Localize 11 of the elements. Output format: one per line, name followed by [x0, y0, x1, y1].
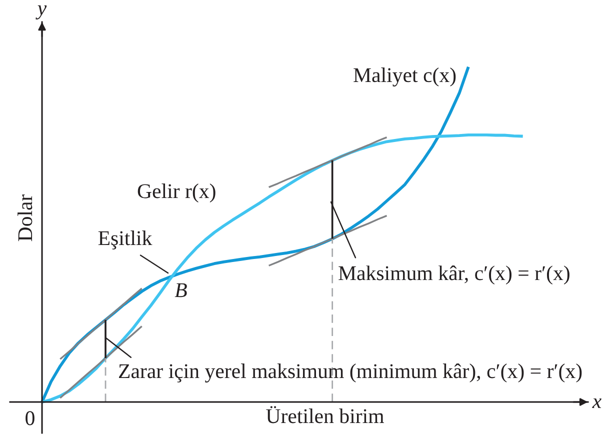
annotation: Maksimum kâr, c′(x) = r′(x) — [338, 266, 570, 284]
series-label: Gelir r(x) — [138, 184, 216, 202]
series-label: Maliyet c(x) — [354, 68, 456, 86]
text: x — [592, 398, 602, 408]
text: 0 — [26, 411, 34, 426]
y-axis-title: Dolar — [18, 194, 32, 242]
annotation: B — [174, 283, 187, 298]
text: y — [36, 5, 47, 20]
annotation: Eşitlik — [98, 230, 152, 250]
annotation: Zarar için yerel maksimum (minimum kâr), c′(x) = r′(x) — [118, 364, 582, 382]
x-axis-title: Üretilen birim — [266, 406, 384, 424]
